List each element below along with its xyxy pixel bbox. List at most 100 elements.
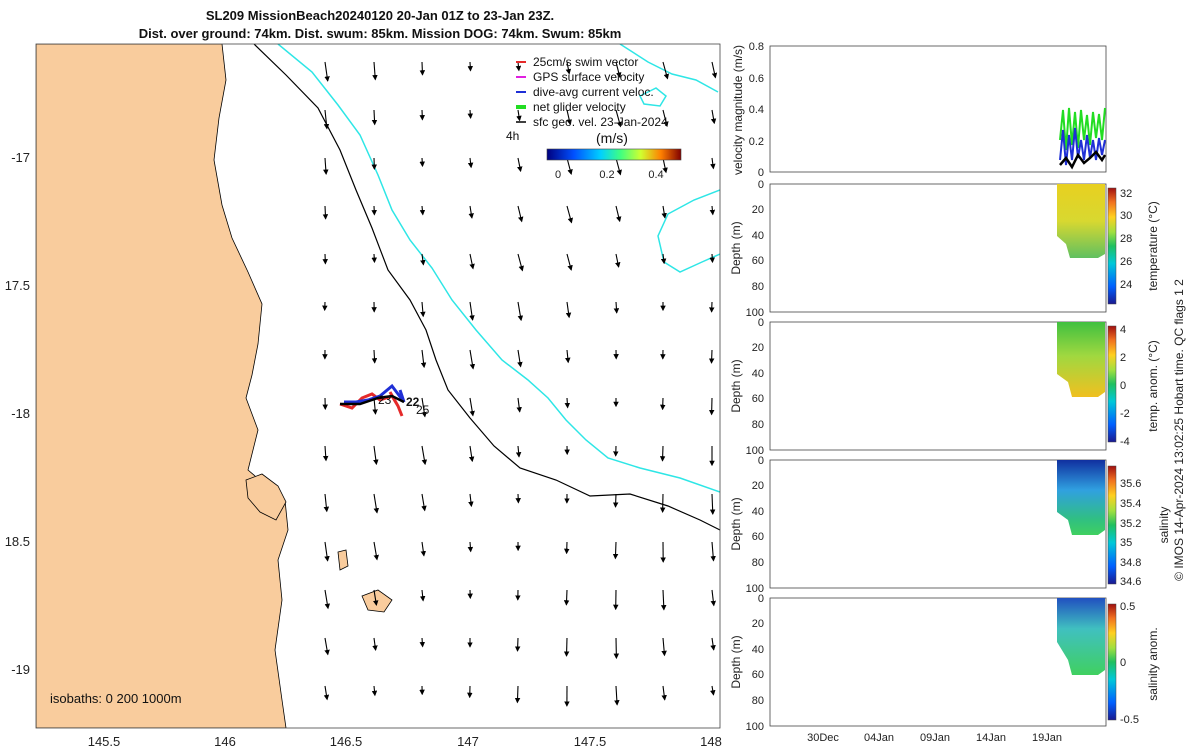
sanom-cbar-label: salinity anom. [1146,627,1160,700]
velocity-vector [563,637,570,657]
velocity-vector [467,157,474,169]
temp-cbar-tick-24: 24 [1120,279,1132,291]
salinity-panel: 0 20 40 60 80 100 Depth (m) 35.6 35.4 35… [729,455,1171,595]
temp-ytick-4: 80 [752,281,764,293]
velocity-vector [565,301,572,319]
velocity-vector [662,157,668,174]
time-xtick-09jan: 09Jan [920,732,950,744]
velocity-vector [660,589,667,611]
temp-ytick-5: 100 [746,307,764,319]
velocity-vector [615,109,622,128]
temp-ytick-0: 0 [758,179,764,191]
temp-cbar-tick-28: 28 [1120,233,1132,245]
velocity-vector [468,493,474,508]
temperature-panel: 0 20 40 60 80 100 Depth (m) 32 30 28 26 … [729,179,1160,319]
sal-cbar-tick-346: 34.6 [1120,576,1141,588]
map-ytick-17: -17 [11,150,30,165]
tanom-ytick-1: 20 [752,342,764,354]
sal-ytick-0: 0 [758,455,764,467]
sal-cbar-tick-352: 35.2 [1120,518,1141,530]
map-xtick-1475: 147.5 [574,734,607,749]
isobath-200-top [619,44,719,93]
velocity-vector [516,109,522,122]
map-ytick-175: 17.5 [5,278,30,293]
velocity-vector [323,109,330,130]
velocity-vector [469,397,475,417]
sal-cbar-tick-356: 35.6 [1120,478,1141,490]
velocity-vector [662,109,669,128]
sanom-cbar-tick-05: 0.5 [1120,601,1135,613]
velocity-series-blue [1059,127,1106,166]
velocity-vector [566,253,573,271]
sanom-cbar-tick-0: 0 [1120,657,1126,669]
velocity-vector [323,157,329,175]
velocity-vector [469,349,476,370]
vel-ytick-0: 0 [758,167,764,179]
velocity-vector [515,445,522,458]
tanom-cbar-tick-2: 2 [1120,352,1126,364]
velocity-vector [421,445,428,466]
velocity-vector [373,541,379,561]
velocity-vector [662,61,669,80]
velocity-vector [565,349,571,364]
temp-ytick-2: 40 [752,230,764,242]
time-xtick-04jan: 04Jan [864,732,894,744]
velocity-vector [372,397,378,415]
velocity-vector [615,61,622,79]
velocity-vector [514,637,521,652]
velocity-vector [324,637,330,656]
sal-ytick-4: 80 [752,557,764,569]
vel-ytick-4: 0.8 [749,41,764,53]
colorbar-tick-1: 0.2 [599,169,614,181]
velocity-vector [420,349,427,369]
track-net-velocity [340,394,405,406]
sal-colorbar [1107,465,1117,585]
sanom-ylabel: Depth (m) [729,635,743,688]
temp-cbar-tick-32: 32 [1120,188,1132,200]
map-xtick-1465: 146.5 [330,734,363,749]
temp-anomaly-panel: 0 20 40 60 80 100 Depth (m) 4 2 0 -2 -4 … [729,317,1160,457]
velocity-vector [421,397,427,418]
map-xtick-1455: 145.5 [88,734,121,749]
tanom-ytick-3: 60 [752,393,764,405]
velocity-vector [372,637,378,651]
colorbar-tick-2: 0.4 [648,169,663,181]
velocity-vector [421,493,427,512]
velocity-vector [468,445,475,463]
sfc-geo-velocity-field [322,61,718,707]
velocity-vector [661,205,667,219]
tanom-ytick-4: 80 [752,419,764,431]
track-label-22: 22 [406,395,420,409]
velocity-vector [517,253,524,272]
sal-ytick-2: 40 [752,506,764,518]
tanom-ytick-2: 40 [752,368,764,380]
velocity-vector [564,397,571,409]
velocity-vector [612,541,619,560]
sanom-ytick-4: 80 [752,695,764,707]
velocity-vector [615,205,622,223]
velocity-vector [373,445,379,466]
map-ytick-18: -18 [11,406,30,421]
velocity-vector [709,253,715,264]
sanom-ytick-2: 40 [752,644,764,656]
velocity-vector [371,109,378,126]
tanom-cbar-tick-m2: -2 [1120,408,1130,420]
vel-ytick-3: 0.6 [749,73,764,85]
velocity-series-green [1059,107,1106,151]
colorbar-title: (m/s) [596,130,628,146]
figure-title-line2: Dist. over ground: 74km. Dist. swum: 85k… [138,26,622,41]
glider-track [339,383,406,417]
velocity-vector [419,157,425,168]
vel-ylabel: velocity magnitude (m/s) [731,45,745,175]
map-xtick-146: 146 [214,734,236,749]
isobath-200 [277,44,720,493]
velocity-vector [709,493,716,515]
isobath-1000 [253,44,720,531]
velocity-vector [516,397,522,413]
velocity-vector [469,301,475,321]
temperature-field [1057,184,1105,258]
velocity-vector [566,157,573,175]
sanom-ytick-3: 60 [752,669,764,681]
sal-ytick-1: 20 [752,480,764,492]
